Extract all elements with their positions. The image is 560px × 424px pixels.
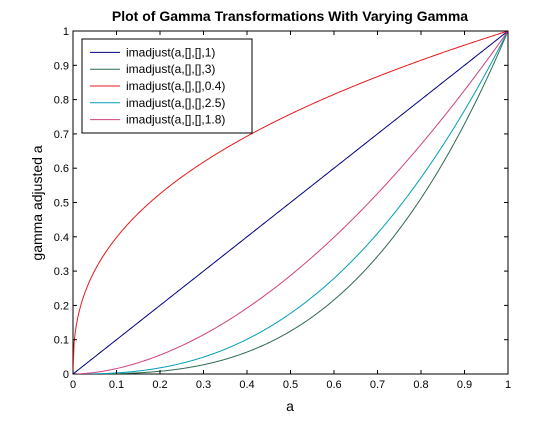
x-tick-label: 1 [505, 379, 511, 391]
y-tick-label: 0.5 [54, 198, 69, 210]
x-tick-label: 0 [70, 379, 76, 391]
x-tick-label: 0.7 [370, 379, 385, 391]
legend-label: imadjust(a,[],[],1.8) [126, 113, 225, 127]
x-tick-label: 0.1 [109, 379, 124, 391]
x-tick-label: 0.4 [239, 379, 254, 391]
series-layer [73, 31, 508, 374]
legend-label: imadjust(a,[],[],1) [126, 45, 215, 59]
legend-label: imadjust(a,[],[],3) [126, 62, 215, 76]
ticks-layer: 0 0.1 0.2 0.3 0.4 0.5 0.6 0.7 0.8 0.9 1 0 0.1 0.2 0.3 0… [54, 26, 511, 391]
legend-label: imadjust(a,[],[],2.5) [126, 96, 225, 110]
series-line-3 [73, 31, 508, 374]
series-line-0 [73, 31, 508, 374]
y-tick-label: 0 [63, 369, 69, 381]
y-tick-label: 0.1 [54, 335, 69, 347]
x-tick-label: 0.2 [152, 379, 167, 391]
x-axis-label: a [286, 398, 294, 414]
series-line-1 [73, 31, 508, 374]
y-tick-label: 0.7 [54, 129, 69, 141]
y-tick-label: 0.9 [54, 60, 69, 72]
y-tick-label: 0.2 [54, 300, 69, 312]
legend: imadjust(a,[],[],1) imadjust(a,[],[],3) im… [81, 38, 253, 134]
y-tick-label: 0.4 [54, 232, 69, 244]
x-tick-label: 0.8 [413, 379, 428, 391]
series-line-4 [73, 31, 508, 374]
y-tick-label: 0.6 [54, 163, 69, 175]
y-axis-label: gamma adjusted a [29, 145, 45, 260]
x-tick-label: 0.3 [196, 379, 211, 391]
y-tick-label: 0.3 [54, 266, 69, 278]
y-tick-label: 1 [63, 26, 69, 38]
chart-title: Plot of Gamma Transformations With Varyi… [112, 8, 468, 24]
x-tick-label: 0.6 [326, 379, 341, 391]
x-tick-label: 0.9 [457, 379, 472, 391]
y-tick-label: 0.8 [54, 95, 69, 107]
series-line-2 [73, 31, 508, 374]
legend-label: imadjust(a,[],[],0.4) [126, 79, 225, 93]
x-tick-label: 0.5 [283, 379, 298, 391]
